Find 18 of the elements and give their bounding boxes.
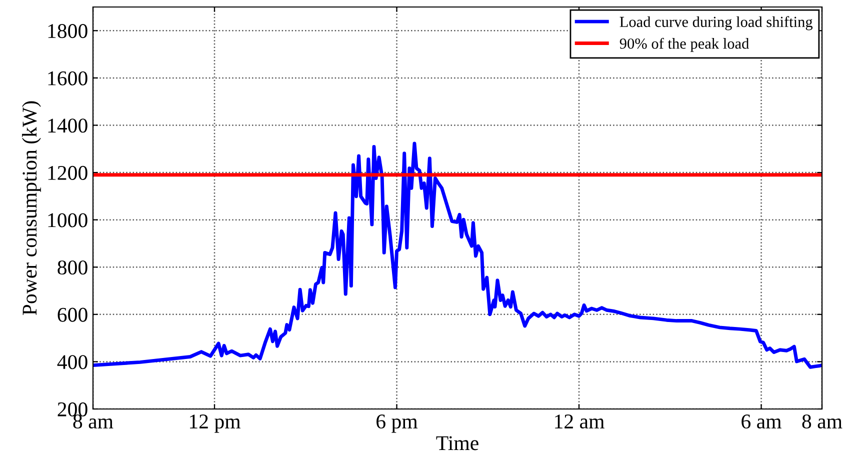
y-tick-label: 200 <box>58 402 88 416</box>
y-tick-label: 1800 <box>48 24 88 38</box>
legend-label: 90% of the peak load <box>620 38 749 52</box>
x-tick-label: 8 am <box>802 414 842 429</box>
x-tick-label: 12 am <box>555 414 604 429</box>
x-tick-label: 6 pm <box>376 414 418 433</box>
y-tick-label: 600 <box>58 308 88 322</box>
y-tick-label: 1400 <box>48 118 88 133</box>
y-tick-label: 1200 <box>48 166 88 180</box>
y-axis-title: Power consumption (kW) <box>22 101 41 316</box>
x-tick-label: 12 pm <box>190 414 241 433</box>
x-tick-label: 6 am <box>742 414 782 429</box>
y-tick-label: 400 <box>57 355 88 370</box>
y-tick-label: 1000 <box>48 213 88 228</box>
y-tick-label: 800 <box>58 260 88 275</box>
legend-label: Load curve during load shifting <box>620 16 813 30</box>
y-tick-label: 1600 <box>48 71 88 86</box>
x-axis-title: Time <box>436 436 478 450</box>
